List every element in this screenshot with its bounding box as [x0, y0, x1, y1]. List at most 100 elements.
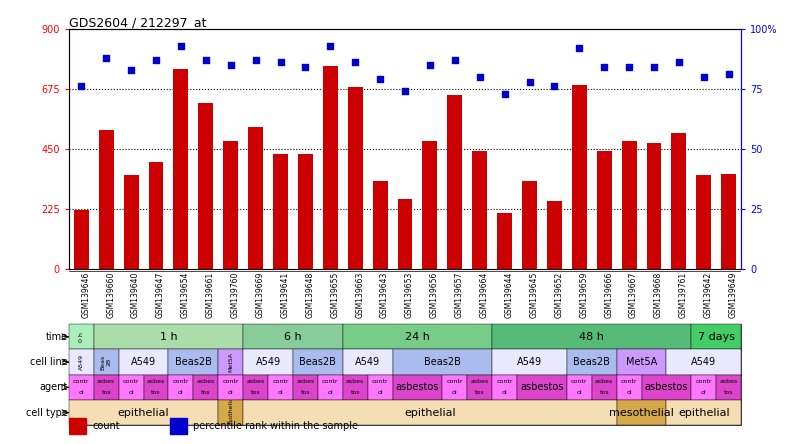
Text: GSM139652: GSM139652 — [554, 272, 564, 318]
Text: contr: contr — [696, 379, 712, 385]
Bar — [692, 375, 716, 400]
Bar — [118, 375, 143, 400]
Text: contr: contr — [223, 379, 239, 385]
Point — [672, 59, 685, 66]
Text: asbestos: asbestos — [645, 382, 688, 392]
Bar — [94, 349, 118, 375]
Bar — [243, 324, 343, 349]
Text: epithelial: epithelial — [117, 408, 169, 418]
Text: Met5A: Met5A — [228, 352, 233, 372]
Text: A549: A549 — [131, 357, 156, 367]
Bar — [547, 201, 562, 269]
Text: GSM139667: GSM139667 — [629, 272, 638, 318]
Bar — [218, 400, 243, 425]
Text: GSM139648: GSM139648 — [305, 272, 314, 318]
Point — [647, 63, 660, 71]
Bar — [616, 400, 667, 425]
Text: GDS2604 / 212297_at: GDS2604 / 212297_at — [69, 16, 207, 29]
Bar — [218, 349, 243, 375]
Bar — [646, 143, 662, 269]
Point — [498, 90, 511, 97]
Text: contr: contr — [123, 379, 139, 385]
Bar — [667, 400, 741, 425]
Text: epithelial: epithelial — [404, 408, 456, 418]
Text: asbes: asbes — [471, 379, 488, 385]
Bar — [99, 130, 113, 269]
Bar — [248, 127, 263, 269]
Text: GSM139655: GSM139655 — [330, 272, 339, 318]
Bar — [118, 349, 168, 375]
Text: GSM139649: GSM139649 — [729, 272, 738, 318]
Text: ol: ol — [501, 390, 507, 396]
Text: contr: contr — [571, 379, 587, 385]
Bar — [692, 324, 741, 349]
Text: ol: ol — [626, 390, 632, 396]
Point — [199, 56, 212, 63]
Text: asbes: asbes — [719, 379, 738, 385]
Text: tos: tos — [475, 390, 484, 396]
Bar — [69, 324, 94, 349]
Text: GSM139646: GSM139646 — [81, 272, 90, 318]
Text: ol: ol — [79, 390, 84, 396]
Bar — [268, 375, 293, 400]
Text: GSM139661: GSM139661 — [206, 272, 215, 318]
Text: time: time — [45, 332, 67, 342]
Text: GSM139761: GSM139761 — [679, 272, 688, 318]
Bar — [224, 141, 238, 269]
Text: asbes: asbes — [296, 379, 314, 385]
Text: asbes: asbes — [346, 379, 364, 385]
Bar — [318, 375, 343, 400]
Bar — [592, 375, 616, 400]
Text: asbes: asbes — [197, 379, 215, 385]
Text: GSM139760: GSM139760 — [231, 272, 240, 318]
Point — [623, 63, 636, 71]
Bar — [721, 174, 736, 269]
Bar — [168, 349, 218, 375]
Bar — [667, 349, 741, 375]
Text: GSM139668: GSM139668 — [654, 272, 663, 318]
Text: Beas2B: Beas2B — [175, 357, 211, 367]
Bar — [616, 349, 667, 375]
Bar — [697, 175, 711, 269]
Bar — [218, 375, 243, 400]
Text: asbes: asbes — [147, 379, 165, 385]
Point — [473, 73, 486, 80]
Point — [324, 42, 337, 49]
Text: GSM139644: GSM139644 — [505, 272, 514, 318]
Text: tos: tos — [101, 390, 111, 396]
Bar — [298, 154, 313, 269]
Text: 24 h: 24 h — [405, 332, 430, 342]
Text: GSM139659: GSM139659 — [579, 272, 588, 318]
Text: asbes: asbes — [595, 379, 613, 385]
Text: ol: ol — [377, 390, 383, 396]
Bar — [642, 375, 692, 400]
Bar — [293, 375, 318, 400]
Bar — [343, 349, 393, 375]
Text: tos: tos — [599, 390, 609, 396]
Text: 7 days: 7 days — [697, 332, 735, 342]
Bar — [517, 375, 567, 400]
Text: GSM139657: GSM139657 — [454, 272, 464, 318]
Text: ol: ol — [577, 390, 582, 396]
Text: 6 h: 6 h — [284, 332, 302, 342]
Bar — [616, 375, 642, 400]
Text: Beas2B: Beas2B — [300, 357, 336, 367]
Text: count: count — [92, 421, 120, 431]
Bar — [447, 95, 463, 269]
Point — [125, 66, 138, 73]
Point — [224, 61, 237, 68]
Bar — [148, 162, 164, 269]
Bar — [393, 349, 492, 375]
Bar — [467, 375, 492, 400]
Bar — [94, 375, 118, 400]
Point — [150, 56, 163, 63]
Point — [723, 71, 735, 78]
Bar — [472, 151, 487, 269]
Point — [548, 83, 561, 90]
Point — [174, 42, 187, 49]
Point — [75, 83, 87, 90]
Point — [424, 61, 437, 68]
Text: ol: ol — [228, 390, 233, 396]
Text: contr: contr — [446, 379, 463, 385]
Text: contr: contr — [73, 379, 90, 385]
